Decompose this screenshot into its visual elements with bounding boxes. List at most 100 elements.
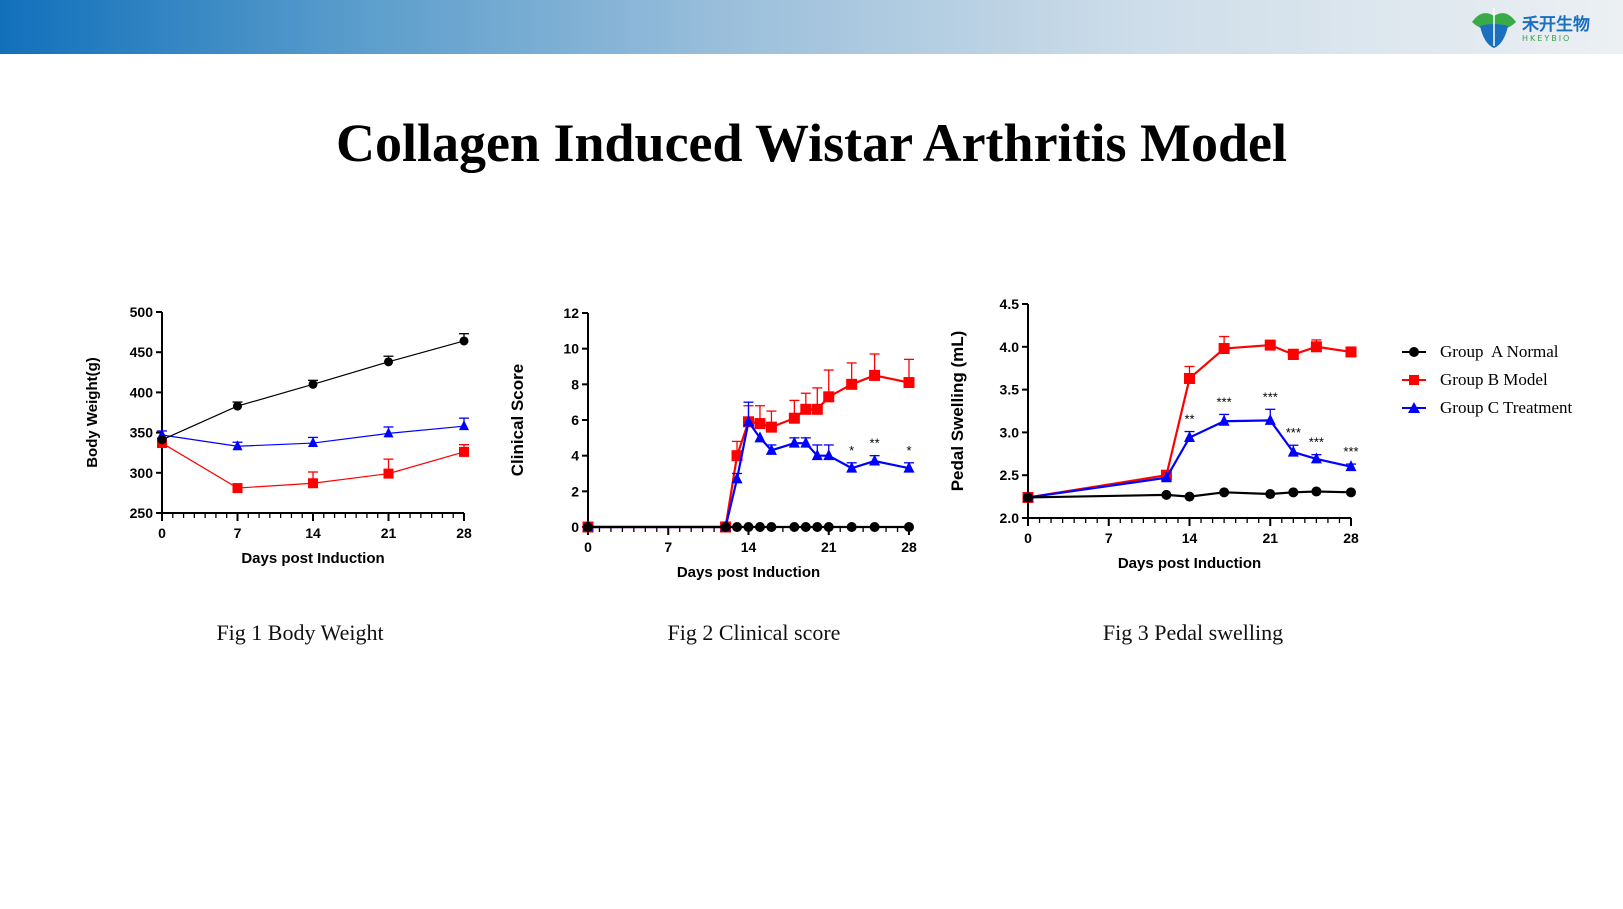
data-point [232,440,243,451]
data-point [1184,491,1195,502]
y-tick-label: 4.0 [1000,339,1020,355]
significance-mark: *** [1286,425,1301,440]
data-point [1184,372,1195,384]
x-axis-label: Days post Induction [1118,555,1261,572]
x-tick-label: 7 [234,525,242,541]
data-point [1311,486,1322,497]
data-point [904,522,914,532]
x-tick-label: 28 [1343,530,1359,546]
caption-fig2: Fig 2 Clinical score [667,620,841,645]
data-point [1345,346,1357,358]
data-point [789,522,800,532]
chart-clinical-score: 0 2 4 6 8 10 12 0 7 14 21 28 Days post Induction Clin… [510,305,917,581]
data-point [812,522,823,532]
data-point [732,522,743,532]
data-point [823,391,835,403]
significance-mark: *** [1343,444,1358,459]
y-tick-label: 3.5 [1000,382,1020,398]
y-tick-label: 300 [130,465,154,481]
circle-marker-icon [1402,347,1426,357]
data-point [788,436,800,448]
data-point [811,403,823,415]
significance-mark: * [906,443,911,458]
data-point [823,522,834,532]
data-point [233,401,242,411]
y-tick-label: 10 [563,341,579,357]
data-point [1310,341,1322,353]
x-tick-label: 14 [741,539,757,555]
data-point [754,431,766,443]
data-point [459,446,469,457]
y-tick-label: 400 [130,384,154,400]
y-tick-label: 2.0 [1000,510,1020,526]
series-line-2 [1027,419,1352,499]
data-point [800,436,812,448]
y-tick-label: 4 [571,448,579,464]
legend-item-group-a: Group A Normal [1400,338,1572,366]
caption-fig3: Fig 3 Pedal swelling [1102,620,1284,645]
data-point [766,522,777,532]
y-tick-label: 0 [571,519,579,535]
series-line-2 [588,419,910,529]
data-point [1184,431,1195,443]
data-point [383,427,394,438]
data-point [1264,413,1276,425]
leaf-logo-icon [1472,8,1516,48]
data-point [800,403,812,415]
x-tick-label: 7 [1105,530,1113,546]
series-line-0 [161,340,465,441]
significance-mark: ** [1184,412,1194,427]
data-point [1023,492,1033,503]
data-point [846,378,858,390]
caption-fig1: Fig 1 Body Weight [216,620,384,645]
y-tick-label: 350 [130,425,154,441]
legend-item-group-b: Group B Model [1400,366,1572,394]
data-point [1345,460,1357,472]
data-point [308,379,318,389]
data-point [903,461,915,473]
x-tick-label: 21 [1262,530,1278,546]
hkeybio-logo: 禾开生物 HKEYBIO [1470,4,1600,50]
y-tick-label: 12 [563,305,579,321]
y-axis-label: Pedal Swelling (mL) [950,331,967,492]
data-point [1288,487,1299,498]
data-point [1287,349,1299,361]
x-tick-label: 28 [456,525,472,541]
x-tick-label: 21 [381,525,397,541]
data-point [1310,452,1322,464]
data-point [869,454,881,466]
y-axis-label: Clinical Score [510,364,527,476]
y-tick-label: 500 [130,304,154,320]
data-point [846,522,857,532]
header-banner: 禾开生物 HKEYBIO [0,0,1623,54]
data-point [800,522,811,532]
data-point [308,437,318,448]
data-point [903,377,915,389]
y-tick-label: 450 [130,344,154,360]
legend: Group A Normal Group B Model Group C Tre… [1400,338,1572,422]
significance-mark: *** [1309,435,1324,450]
data-point [1218,343,1230,355]
x-tick-label: 7 [664,539,672,555]
data-point [731,472,743,484]
x-tick-label: 0 [158,525,166,541]
y-tick-label: 250 [130,505,154,521]
data-point [1265,489,1276,500]
y-tick-label: 3.0 [1000,424,1020,440]
data-point [743,415,754,427]
series-line-1 [588,374,910,529]
data-point [765,443,777,455]
data-point [383,468,394,479]
y-tick-label: 4.5 [1000,296,1020,312]
y-tick-label: 6 [571,412,579,428]
data-point [743,522,754,532]
triangle-marker-icon [1402,402,1426,413]
data-point [754,418,766,430]
x-axis-label: Days post Induction [677,564,820,581]
legend-item-group-c: Group C Treatment [1400,394,1572,422]
data-point [1161,489,1172,500]
x-axis-label: Days post Induction [241,550,384,567]
data-point [384,357,393,367]
data-point [1160,471,1172,483]
significance-mark: * [849,443,854,458]
